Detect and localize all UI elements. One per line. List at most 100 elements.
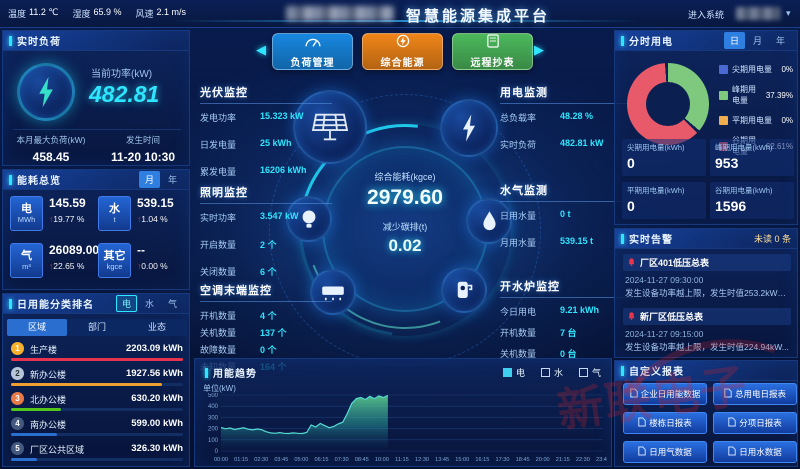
stat-row: 关闭数量 6 个 — [200, 265, 352, 278]
rank-value: 326.30 kWh — [131, 443, 183, 454]
energy-delta: ↑1.04 % — [137, 214, 168, 224]
svg-text:06:15: 06:15 — [315, 457, 329, 463]
report-button-分项日报表[interactable]: 分项日报表 — [713, 412, 797, 434]
group-title: 空调末端监控 — [200, 282, 332, 302]
alarm-desc: 发生设备功率越上限，发生时值253.2kW，... — [625, 288, 791, 298]
gauge-icon — [304, 35, 322, 53]
rank-bar-track — [11, 408, 183, 411]
app-title: 智慧能源集成平台 — [406, 8, 551, 25]
report-button-日用气数据[interactable]: 日用气数据 — [623, 441, 707, 463]
weather-value: 11.2 ℃ — [29, 7, 59, 17]
tab-年[interactable]: 年 — [167, 175, 177, 185]
report-button-label: 日用气数据 — [649, 447, 692, 457]
tab-月[interactable]: 月 — [138, 171, 160, 188]
svg-text:22:30: 22:30 — [576, 457, 590, 463]
report-button-楼栋日报表[interactable]: 楼栋日报表 — [623, 412, 707, 434]
rank-row: 1 生产楼 2203.09 kWh — [11, 342, 183, 367]
document-icon — [638, 417, 646, 429]
svg-text:17:30: 17:30 — [495, 457, 509, 463]
current-power-label: 当前功率(kW) — [91, 69, 153, 80]
ac-unit-icon — [322, 286, 344, 300]
panel-header: 分时用电 日月 年 — [615, 31, 797, 51]
chevron-down-icon[interactable]: ▾ — [786, 8, 791, 18]
chart-unit-label: 单位(kW) — [203, 384, 236, 393]
nav-right-arrow-icon[interactable]: ▶ — [534, 42, 544, 57]
stat-value: 0 t — [560, 209, 571, 219]
panel-header: 日用能分类排名 电水 气 — [3, 294, 189, 314]
alarm-name-row: 厂区401低压总表 — [623, 254, 791, 271]
energy-values: 539.15 ↑1.04 % — [137, 196, 174, 231]
legend-checkbox[interactable] — [540, 368, 550, 377]
group-title: 开水炉监控 — [500, 278, 632, 298]
nav-button-综合能源[interactable]: 综合能源 — [362, 33, 443, 70]
report-button-企业日用能数据[interactable]: 企业日用能数据 — [623, 383, 707, 405]
up-arrow-icon: ↑ — [49, 214, 54, 224]
nav-button-远程抄表[interactable]: 远程抄表 — [452, 33, 533, 70]
report-button-日用水数据[interactable]: 日用水数据 — [713, 441, 797, 463]
legend-checkbox[interactable] — [578, 368, 588, 377]
legend-label: 峰期用电量 — [732, 85, 756, 105]
alarm-name: 新厂区低压总表 — [640, 312, 704, 322]
stat-label: 总负载率 — [500, 113, 537, 123]
tab-气[interactable]: 气 — [167, 299, 177, 309]
trend-chart: 0 100 200 300 400 500 00:00 01:15 02:30 03:45 05:0… — [208, 393, 607, 463]
occur-time-label: 发生时间 — [125, 135, 160, 145]
panel-title: 实时告警 — [629, 235, 673, 246]
stat-row: 关机数量 0 台 — [500, 347, 612, 360]
tou-card: 谷期用电量(kWh) 1596 — [710, 182, 794, 219]
report-button-总用电日报表[interactable]: 总用电日报表 — [713, 383, 797, 405]
medal-icon: 4 — [11, 417, 24, 430]
energy-value: 145.59 — [49, 196, 86, 210]
svg-text:300: 300 — [208, 415, 219, 421]
legend-item: 尖期用电量 0% — [719, 64, 793, 75]
tab-日[interactable]: 日 — [723, 32, 745, 49]
tab-水[interactable]: 水 — [144, 299, 154, 309]
rank-bar-track — [11, 458, 183, 461]
svg-text:200: 200 — [208, 427, 219, 433]
svg-text:400: 400 — [208, 404, 219, 410]
stat-label: 实时负荷 — [500, 140, 537, 150]
alarm-item[interactable]: 厂区401低压总表 2024-11-27 09:30:00 发生设备功率越上限，发生… — [623, 254, 791, 299]
rank-name: 南办公楼 — [30, 420, 67, 430]
stat-row: 实时负荷 482.81 kW — [500, 138, 612, 151]
ranking-col-区域[interactable]: 区域 — [7, 319, 67, 336]
ranking-list: 1 生产楼 2203.09 kWh 2 新办公楼 1927.56 kWh 3 北办公楼 630.… — [11, 342, 183, 467]
tab-年[interactable]: 年 — [775, 36, 785, 46]
tab-月[interactable]: 月 — [752, 36, 762, 46]
nav-button-负荷管理[interactable]: 负荷管理 — [272, 33, 353, 70]
water-badge — [466, 198, 512, 244]
stat-row: 发电功率 15.323 kW — [200, 111, 352, 124]
group-title: 用电监测 — [500, 84, 632, 104]
stat-value: 6 个 — [260, 267, 277, 277]
core-energy-value: 2979.60 — [367, 186, 443, 209]
stat-row: 日用水量 0 t — [500, 209, 612, 222]
legend-checkbox[interactable] — [502, 368, 512, 377]
lightning-badge — [17, 63, 75, 121]
energy-type-badge: 气 m³ — [10, 243, 43, 278]
energy-values: -- ↑0.00 % — [137, 243, 168, 278]
blurred-username[interactable] — [736, 7, 780, 20]
stat-row: 开启数量 2 个 — [200, 238, 352, 251]
nav-left-arrow-icon[interactable]: ◀ — [256, 42, 266, 57]
enter-system-link[interactable]: 进入系统 — [688, 10, 725, 20]
stat-value: 0 台 — [560, 349, 577, 359]
chart-legend-电[interactable]: 电 — [502, 366, 525, 379]
tou-card: 尖期用电量(kWh) 0 — [622, 139, 706, 176]
accent-bar — [621, 365, 624, 376]
ranking-col-业态[interactable]: 业态 — [147, 322, 166, 332]
chart-legend-气[interactable]: 气 — [578, 366, 601, 379]
ranking-col-部门[interactable]: 部门 — [87, 322, 106, 332]
chart-legend-水[interactable]: 水 — [540, 366, 563, 379]
energy-type-badge: 其它 kgce — [98, 243, 131, 278]
electricity-badge — [440, 99, 498, 157]
alarm-item[interactable]: 新厂区低压总表 2024-11-27 09:15:00 发生设备功率越上限，发生时值… — [623, 308, 791, 353]
tou-card-value: 0 — [627, 155, 635, 171]
tou-card-label: 谷期用电量(kWh) — [715, 186, 773, 195]
tou-card-label: 尖期用电量(kWh) — [627, 143, 685, 152]
svg-text:11:15: 11:15 — [395, 457, 409, 463]
month-max-load: 本月最大负荷(kW) 458.45 — [5, 134, 97, 164]
month-max-label: 本月最大负荷(kW) — [16, 135, 86, 145]
stat-label: 开启数量 — [200, 240, 237, 250]
tab-电[interactable]: 电 — [115, 295, 137, 312]
